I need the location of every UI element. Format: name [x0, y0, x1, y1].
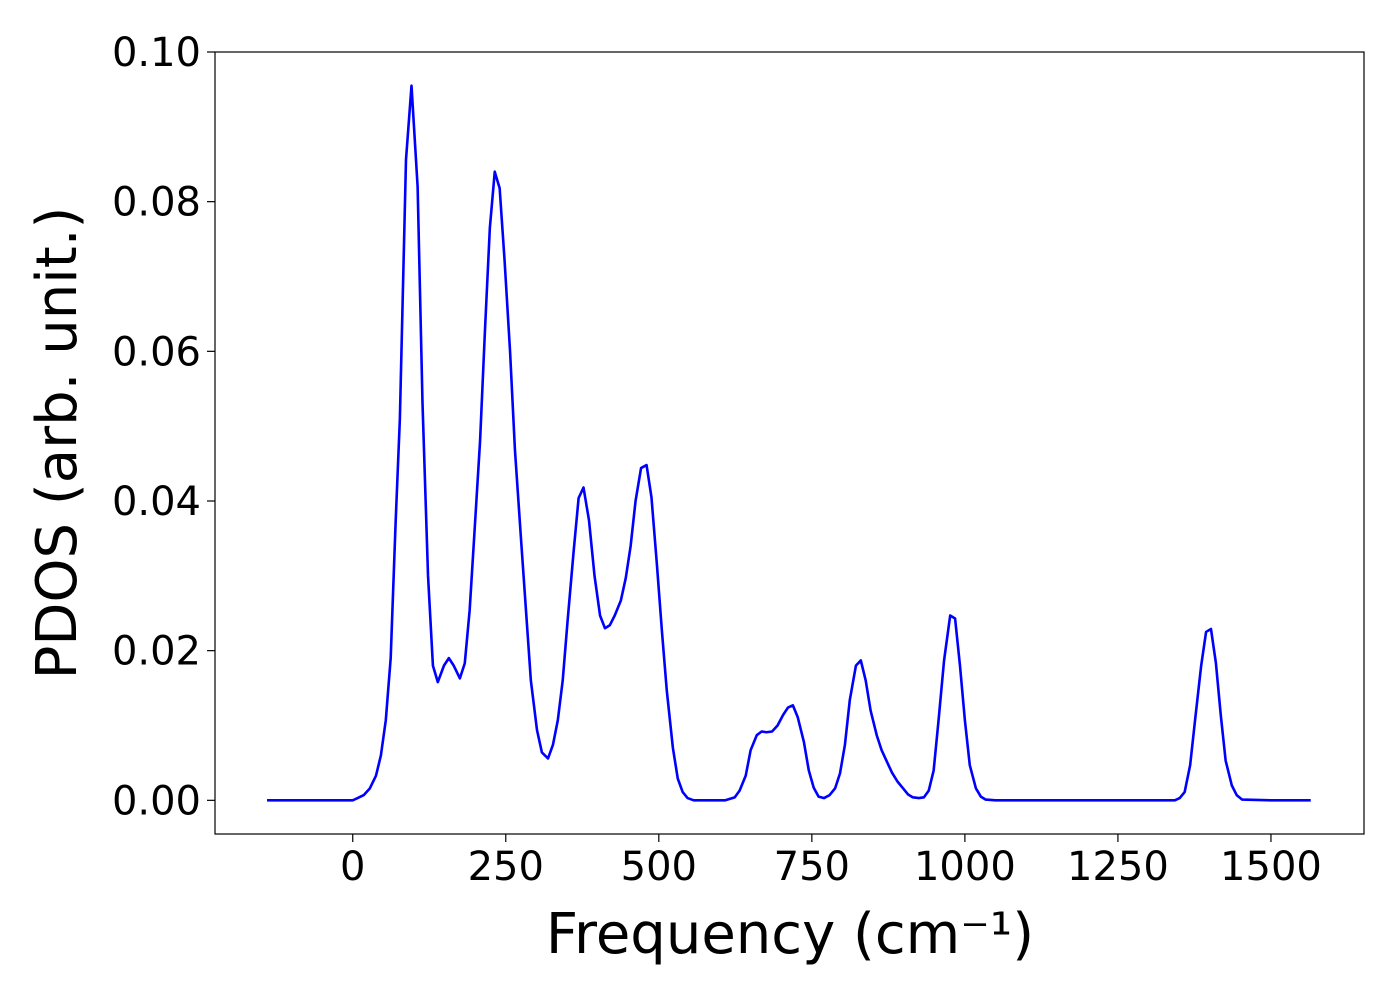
x-tick-label: 250 — [468, 844, 544, 890]
x-tick-label: 1500 — [1220, 844, 1322, 890]
x-tick-label: 0 — [340, 844, 365, 890]
plot-frame — [214, 51, 1365, 835]
y-tick-label: 0.06 — [112, 329, 201, 375]
x-axis-label: Frequency (cm⁻¹) — [546, 902, 1034, 967]
y-tick-label: 0.02 — [112, 629, 201, 675]
x-tick-label: 1000 — [914, 844, 1016, 890]
x-tick-label: 750 — [774, 844, 850, 890]
y-tick-label: 0.10 — [112, 30, 201, 76]
y-tick-label: 0.08 — [112, 180, 201, 226]
y-axis-label: PDOS (arb. unit.) — [25, 207, 90, 680]
y-tick-label: 0.00 — [112, 778, 201, 824]
x-tick-label: 500 — [621, 844, 697, 890]
data-line — [267, 84, 1311, 802]
x-tick-label: 1250 — [1067, 844, 1169, 890]
y-tick-label: 0.04 — [112, 479, 201, 525]
